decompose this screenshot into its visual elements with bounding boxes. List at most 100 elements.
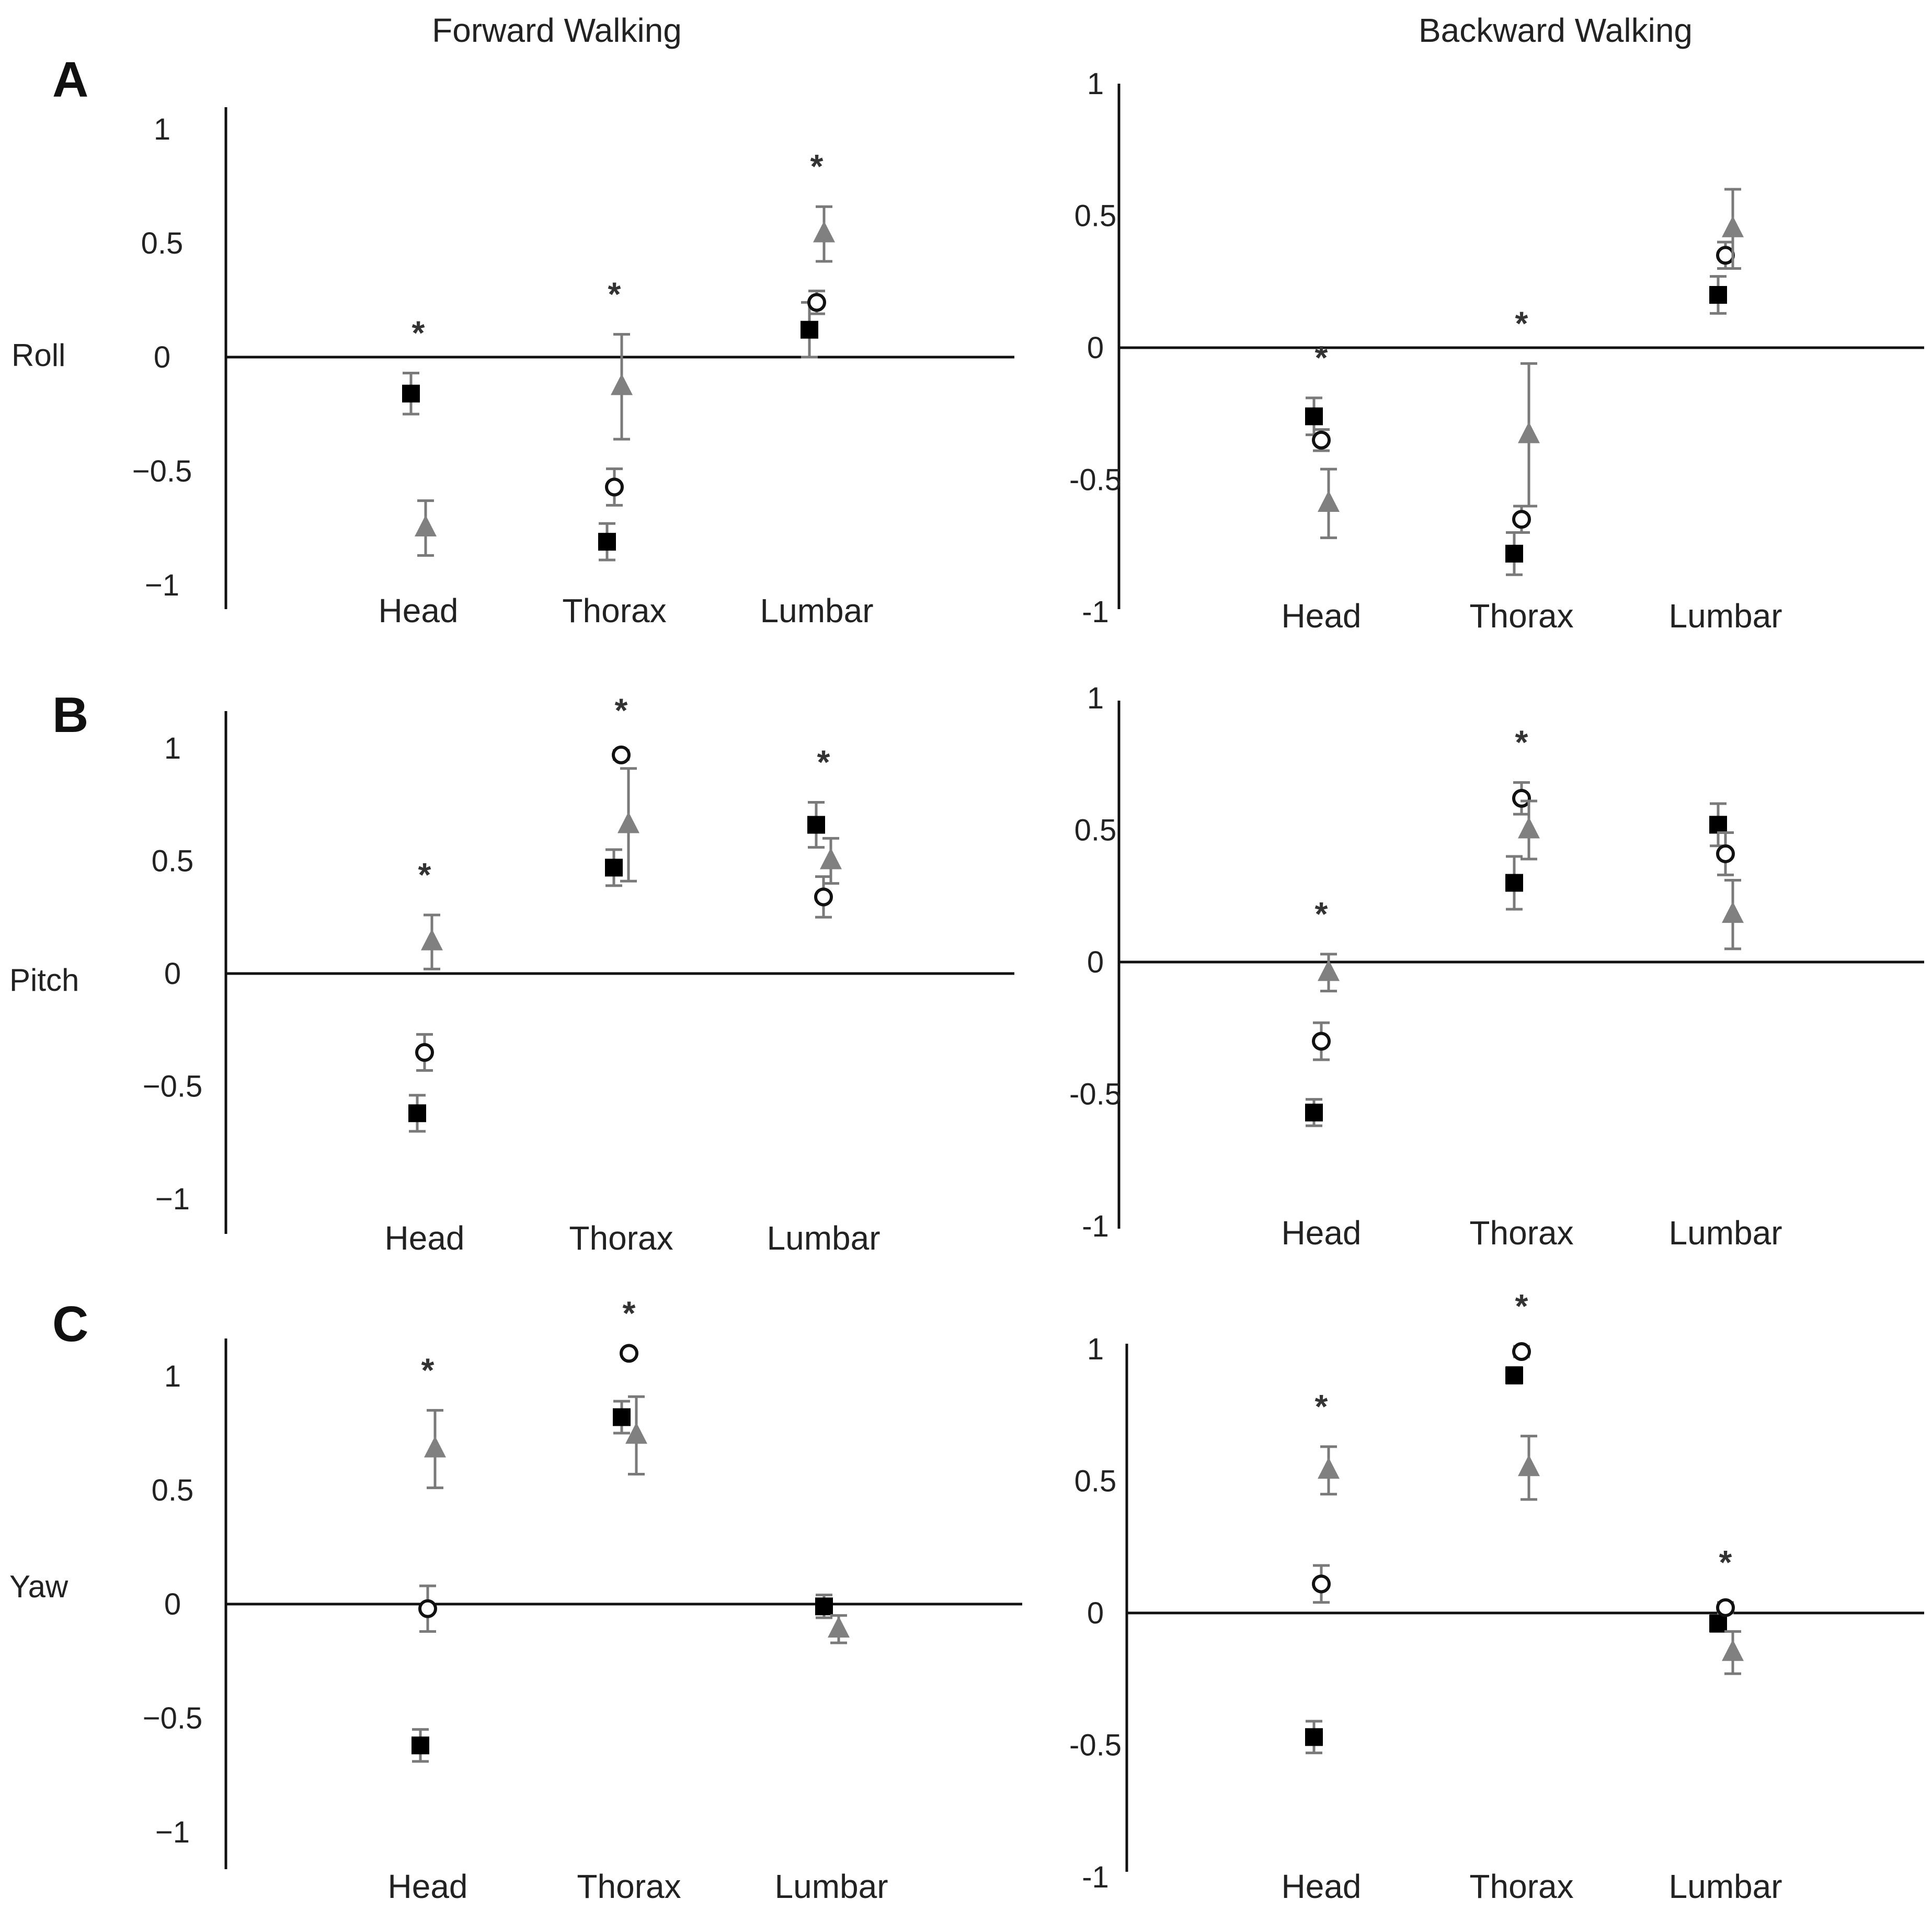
y-tick-label: 1: [164, 1359, 181, 1393]
significance-marker: *: [615, 691, 628, 729]
y-tick-label: -1: [1082, 595, 1109, 629]
panel-B-backward: 1 0.5 0 -0.5 -1 Head Thorax Lumbar * *: [1069, 681, 1924, 1252]
category-label-head: Head: [1282, 1214, 1362, 1252]
panel-A-forward: 1 0.5 0 −0.5 −1 Head Thorax Lumbar * * *: [132, 107, 1014, 630]
point-triangle-lumbar: [813, 221, 835, 243]
y-tick-label: 1: [1087, 681, 1104, 715]
point-square-head: [1305, 407, 1323, 426]
panel-C-forward: 1 0.5 0 −0.5 −1 Head Thorax Lumbar * *: [143, 1294, 1022, 1905]
point-square-lumbar: [815, 1597, 833, 1616]
y-tick-label: −1: [155, 1182, 190, 1216]
point-triangle-head: [1318, 959, 1340, 981]
point-triangle-thorax: [1518, 421, 1540, 443]
point-circle-thorax: [612, 745, 631, 764]
point-square-lumbar: [807, 816, 825, 834]
category-label-thorax: Thorax: [569, 1219, 673, 1257]
point-circle-thorax: [1512, 788, 1531, 808]
point-square-lumbar: [1709, 286, 1727, 304]
point-triangle-head: [1318, 490, 1340, 512]
y-tick-label: 0.5: [152, 1473, 194, 1507]
point-circle-thorax: [605, 477, 624, 497]
category-label-lumbar: Lumbar: [775, 1868, 888, 1905]
y-tick-label: -0.5: [1069, 463, 1122, 497]
point-circle-head: [415, 1043, 434, 1062]
y-tick-label: −0.5: [143, 1701, 203, 1735]
category-label-head: Head: [388, 1868, 468, 1905]
significance-marker: *: [421, 1351, 435, 1389]
y-tick-label: 0: [154, 340, 170, 374]
point-square-thorax: [1505, 874, 1523, 892]
category-label-head: Head: [379, 592, 459, 630]
category-label-thorax: Thorax: [562, 592, 666, 630]
point-triangle-lumbar: [820, 848, 842, 869]
point-square-head: [411, 1736, 429, 1755]
significance-marker: *: [1315, 339, 1328, 376]
point-square-thorax: [1505, 544, 1523, 563]
significance-marker: *: [418, 856, 431, 894]
significance-marker: *: [1719, 1543, 1732, 1581]
point-circle-lumbar: [814, 887, 833, 907]
row-label-roll: Roll: [12, 338, 65, 373]
panel-A-backward: 1 0.5 0 -0.5 -1 Head Thorax Lumbar * *: [1069, 67, 1924, 635]
point-circle-thorax: [1512, 1342, 1531, 1361]
point-circle-head: [1312, 1574, 1331, 1594]
point-square-lumbar: [1709, 816, 1727, 834]
y-tick-label: -1: [1082, 1860, 1109, 1894]
point-square-head: [1305, 1103, 1323, 1122]
y-tick-label: 0.5: [1074, 1464, 1117, 1498]
point-triangle-thorax: [1518, 1455, 1540, 1477]
y-tick-label: -1: [1082, 1209, 1109, 1243]
point-triangle-thorax: [611, 373, 633, 395]
category-label-lumbar: Lumbar: [1669, 1868, 1782, 1905]
point-circle-head: [1312, 1032, 1331, 1051]
category-label-thorax: Thorax: [1469, 597, 1573, 635]
point-triangle-lumbar: [828, 1616, 850, 1638]
y-tick-label: 0.5: [1074, 199, 1117, 233]
point-square-lumbar: [801, 321, 818, 339]
point-triangle-head: [424, 1436, 446, 1458]
point-square-thorax: [605, 859, 623, 877]
point-square-thorax: [598, 533, 616, 551]
y-tick-label: 1: [1087, 1332, 1104, 1366]
column-title-forward: Forward Walking: [432, 12, 682, 49]
point-square-thorax: [613, 1408, 631, 1426]
point-triangle-head: [415, 515, 437, 536]
category-label-lumbar: Lumbar: [1669, 1214, 1782, 1252]
point-square-head: [1305, 1728, 1323, 1746]
panel-letter-a: A: [52, 52, 88, 108]
point-triangle-lumbar: [1722, 901, 1744, 923]
category-label-head: Head: [1282, 597, 1362, 635]
point-triangle-head: [1318, 1457, 1340, 1479]
point-circle-thorax: [620, 1344, 638, 1363]
y-tick-label: 1: [154, 112, 170, 146]
significance-marker: *: [412, 314, 425, 352]
panel-B-forward: 1 0.5 0 −0.5 −1 Head Thorax Lumbar * * *: [143, 691, 1014, 1257]
y-tick-label: 0: [164, 1587, 181, 1621]
point-circle-lumbar: [1716, 844, 1735, 863]
point-triangle-lumbar: [1722, 1639, 1744, 1661]
y-tick-label: 0: [164, 957, 181, 991]
y-tick-label: -0.5: [1069, 1729, 1122, 1763]
y-tick-label: 0.5: [1074, 814, 1117, 848]
point-triangle-thorax: [1518, 817, 1540, 839]
significance-marker: *: [1515, 724, 1528, 761]
column-title-backward: Backward Walking: [1419, 12, 1693, 49]
point-triangle-thorax: [618, 811, 639, 833]
point-circle-head: [418, 1599, 437, 1618]
significance-marker: *: [608, 275, 621, 313]
y-tick-label: −0.5: [143, 1070, 203, 1104]
y-tick-label: −1: [155, 1815, 190, 1849]
category-label-lumbar: Lumbar: [760, 592, 874, 630]
category-label-lumbar: Lumbar: [767, 1219, 881, 1257]
y-tick-label: 0.5: [152, 844, 194, 878]
y-tick-label: 1: [164, 731, 181, 765]
y-tick-label: 0: [1087, 945, 1104, 979]
y-tick-label: 1: [1087, 67, 1104, 101]
significance-marker: *: [623, 1294, 636, 1332]
category-label-head: Head: [1282, 1868, 1362, 1905]
point-square-lumbar: [1709, 1615, 1727, 1633]
significance-marker: *: [1315, 895, 1328, 933]
point-square-head: [408, 1104, 426, 1123]
y-tick-label: −1: [145, 568, 179, 602]
point-square-thorax: [1505, 1366, 1523, 1384]
